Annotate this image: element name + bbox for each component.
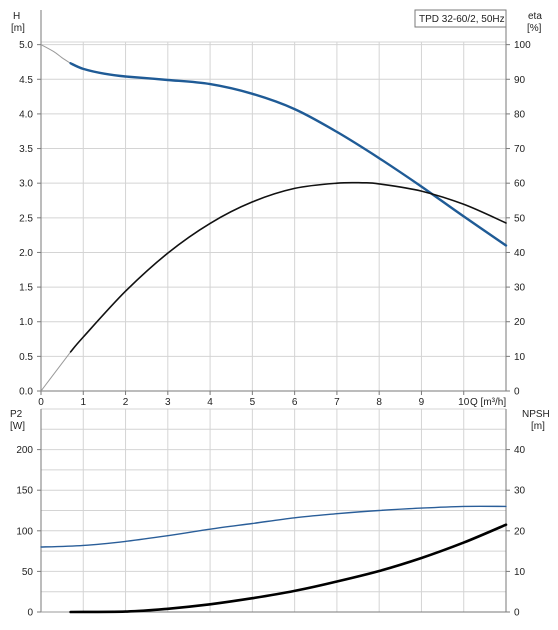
top-y-left-tick-label: 0.0 xyxy=(19,387,33,398)
model-label-text: TPD 32-60/2, 50Hz xyxy=(419,14,505,25)
top-y-right-tick-label: 0 xyxy=(514,387,520,398)
top-frame xyxy=(40,10,507,392)
bottom-y-right-tick-label: 10 xyxy=(514,567,526,578)
top-curve-extension xyxy=(40,351,71,392)
bottom-left-axis-title-line2: [W] xyxy=(10,421,25,432)
top-x-axis-title: Q [m³/h] xyxy=(470,397,506,408)
bottom-y-left-tick-label: 0 xyxy=(27,608,33,619)
top-right-axis-title-line1: eta xyxy=(528,11,542,22)
bottom-y-right-ticks: 0 10 20 30 40 xyxy=(506,445,526,619)
top-y-right-tick-label: 30 xyxy=(514,283,526,294)
bottom-left-axis-title-line1: P2 xyxy=(10,409,23,420)
top-curve-extension xyxy=(40,44,71,64)
power-curve xyxy=(40,505,507,548)
top-y-left-tick-label: 3.0 xyxy=(19,179,33,190)
bottom-grid xyxy=(41,408,507,612)
bottom-y-left-ticks: 0 50 100 150 200 xyxy=(16,445,41,619)
head-curve xyxy=(69,62,508,247)
top-x-tick-label: 7 xyxy=(334,397,340,408)
top-y-left-tick-label: 3.5 xyxy=(19,144,33,155)
top-y-right-tick-label: 100 xyxy=(514,40,531,51)
bottom-right-axis-title-line2: [m] xyxy=(531,421,545,432)
bottom-right-axis-title-line1: NPSH xyxy=(522,409,550,420)
bottom-y-right-tick-label: 20 xyxy=(514,526,526,537)
bottom-y-left-tick-label: 50 xyxy=(22,567,34,578)
top-x-tick-label: 3 xyxy=(165,397,171,408)
top-y-left-tick-label: 0.5 xyxy=(19,352,33,363)
top-x-tick-label: 9 xyxy=(419,397,425,408)
top-left-axis-title-line1: H xyxy=(13,11,20,22)
top-y-right-tick-label: 50 xyxy=(514,213,526,224)
top-y-left-tick-label: 2.0 xyxy=(19,248,33,259)
top-left-axis-title-line2: [m] xyxy=(11,23,25,34)
top-y-right-tick-label: 40 xyxy=(514,248,526,259)
top-x-tick-label: 6 xyxy=(292,397,298,408)
npsh-curve xyxy=(69,523,508,614)
bottom-y-left-tick-label: 150 xyxy=(16,486,33,497)
efficiency-curve xyxy=(69,181,507,353)
model-label-box: TPD 32-60/2, 50Hz xyxy=(414,9,507,28)
top-y-right-tick-label: 20 xyxy=(514,317,526,328)
top-right-axis-title-line2: [%] xyxy=(527,23,542,34)
top-grid xyxy=(41,41,507,391)
top-y-left-tick-label: 4.5 xyxy=(19,75,33,86)
bottom-y-left-tick-label: 200 xyxy=(16,445,33,456)
top-y-right-tick-label: 80 xyxy=(514,109,526,120)
top-x-tick-label: 1 xyxy=(80,397,86,408)
top-y-left-tick-label: 1.0 xyxy=(19,317,33,328)
top-x-tick-label: 10 xyxy=(458,397,470,408)
top-x-tick-label: 2 xyxy=(123,397,129,408)
top-y-right-tick-label: 70 xyxy=(514,144,526,155)
top-y-left-tick-label: 1.5 xyxy=(19,283,33,294)
top-y-left-tick-label: 4.0 xyxy=(19,109,33,120)
top-y-right-ticks: 0 10 20 30 40 50 60 70 80 90 100 xyxy=(506,40,531,398)
top-y-left-ticks: 0.0 0.5 1.0 1.5 2.0 2.5 3.0 3.5 4.0 4.5 5.0 xyxy=(19,40,41,398)
top-y-right-tick-label: 10 xyxy=(514,352,526,363)
top-y-left-tick-label: 2.5 xyxy=(19,213,33,224)
top-x-tick-label: 0 xyxy=(38,397,44,408)
top-curves xyxy=(40,44,508,392)
bottom-y-right-tick-label: 40 xyxy=(514,445,526,456)
top-y-left-tick-label: 5.0 xyxy=(19,40,33,51)
top-x-tick-label: 4 xyxy=(207,397,213,408)
bottom-y-left-tick-label: 100 xyxy=(16,526,33,537)
top-x-tick-label: 5 xyxy=(250,397,256,408)
model-label-frame xyxy=(414,9,507,28)
top-x-ticks: 0 1 2 3 4 5 6 7 8 9 10 xyxy=(38,391,470,408)
bottom-y-right-tick-label: 30 xyxy=(514,486,526,497)
top-y-right-tick-label: 60 xyxy=(514,179,526,190)
top-y-right-tick-label: 90 xyxy=(514,75,526,86)
bottom-curves xyxy=(40,505,508,614)
top-x-tick-label: 8 xyxy=(376,397,382,408)
bottom-y-right-tick-label: 0 xyxy=(514,608,520,619)
